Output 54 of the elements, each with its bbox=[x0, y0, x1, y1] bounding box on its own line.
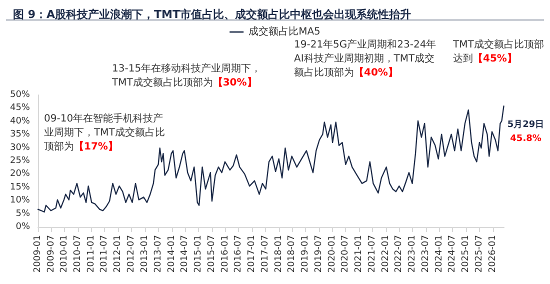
x-tick-label: 2019-07 bbox=[314, 235, 324, 273]
x-tick-label: 2017-01 bbox=[247, 235, 258, 273]
x-tick-label: 2023-07 bbox=[420, 235, 431, 273]
x-tick-label: 2012-07 bbox=[126, 235, 137, 273]
x-tick-label: 2009-01 bbox=[33, 235, 43, 273]
x-tick-label: 2011-07 bbox=[100, 235, 110, 273]
y-tick-label: 20% bbox=[10, 169, 30, 180]
x-tick-label: 2013-07 bbox=[153, 235, 164, 273]
x-tick-label: 2023-01 bbox=[408, 235, 418, 273]
legend-label: 成交额占比MA5 bbox=[248, 26, 320, 38]
y-tick-label: 5% bbox=[16, 208, 30, 219]
x-tick-label: 2014-01 bbox=[166, 235, 177, 273]
x-tick-label: 2017-07 bbox=[260, 235, 270, 273]
x-tick-label: 2026-01 bbox=[488, 235, 498, 273]
y-tick-label: 35% bbox=[10, 130, 30, 140]
text: 19-21年5G产业周期和23-24年AI科技产业周期初期，TMT成交额占比顶部为【40%】 bbox=[294, 38, 436, 78]
x-tick-label: 2010-01 bbox=[60, 235, 70, 273]
x-tick-label: 2024-01 bbox=[434, 235, 444, 273]
y-tick-label: 10% bbox=[10, 196, 30, 206]
x-tick-label: 2010-07 bbox=[73, 235, 84, 273]
chart-title: 图 9：A股科技产业浪潮下，TMT市值占比、成交额占比中枢也会出现系统性抬升 bbox=[13, 8, 411, 21]
x-tick-label: 2013-01 bbox=[140, 235, 150, 273]
x-tick-label: 2020-01 bbox=[327, 235, 338, 273]
x-tick-label: 2012-01 bbox=[113, 235, 124, 273]
x-tick-label: 2014-07 bbox=[180, 235, 190, 273]
annotation: 09-10年在智能手机科技产业周期下，TMT成交额占比顶部为【17%】 bbox=[44, 112, 165, 152]
x-tick-label: 2020-07 bbox=[340, 235, 351, 273]
y-tick-label: 45% bbox=[10, 103, 30, 114]
x-tick-label: 2025-07 bbox=[474, 235, 484, 273]
x-tick-label: 2021-01 bbox=[354, 235, 364, 273]
x-tick-label: 2019-01 bbox=[300, 235, 311, 273]
line-series bbox=[37, 105, 504, 213]
x-tick-label: 2015-07 bbox=[206, 235, 217, 273]
x-tick-label: 2018-07 bbox=[287, 235, 298, 273]
x-tick-label: 2022-07 bbox=[394, 235, 404, 273]
x-tick-label: 2016-01 bbox=[220, 235, 230, 273]
x-tick-label: 2016-07 bbox=[234, 235, 244, 273]
x-tick-label: 2011-01 bbox=[86, 235, 96, 273]
x-tick-label: 2022-01 bbox=[380, 235, 391, 273]
x-tick-label: 2024-07 bbox=[448, 235, 458, 273]
annotation: 5月29日 45.8% bbox=[507, 119, 544, 144]
x-tick-label: 2009-07 bbox=[46, 235, 56, 273]
y-tick-label: 40% bbox=[10, 116, 30, 126]
text: TMT成交额占比顶部达到【45%】 bbox=[452, 38, 544, 64]
x-tick-label: 2015-01 bbox=[194, 235, 204, 273]
y-tick-label: 50% bbox=[10, 90, 30, 100]
y-tick-label: 30% bbox=[10, 142, 30, 153]
y-tick-label: 15% bbox=[10, 182, 30, 192]
text: 13-15年在移动科技产业周期下，TMT成交额占比顶部为【30%】 bbox=[111, 62, 262, 88]
x-tick-label: 2021-07 bbox=[367, 235, 378, 273]
x-tick-label: 2018-01 bbox=[274, 235, 284, 273]
x-tick-label: 2025-01 bbox=[461, 235, 472, 273]
y-tick-label: 25% bbox=[10, 156, 30, 166]
y-tick-label: 0% bbox=[16, 222, 30, 232]
